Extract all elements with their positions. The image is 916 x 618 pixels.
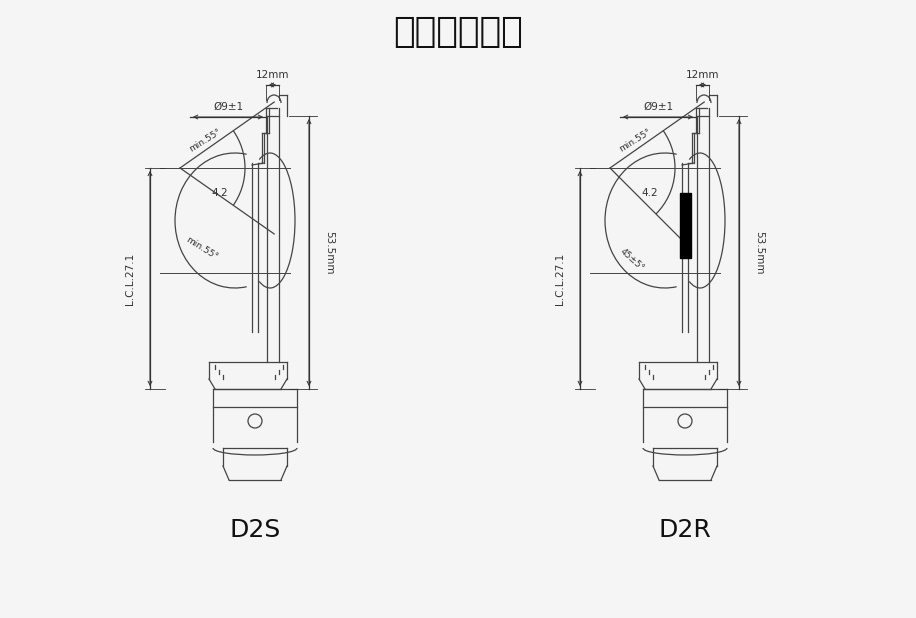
Text: 12mm: 12mm [686, 70, 719, 80]
Text: min.55°: min.55° [184, 235, 220, 261]
Text: 53.5mm: 53.5mm [324, 231, 334, 274]
Text: 12mm: 12mm [256, 70, 289, 80]
Text: D2R: D2R [659, 518, 712, 542]
Text: 4.2: 4.2 [642, 188, 659, 198]
Text: 4.2: 4.2 [212, 188, 228, 198]
Text: 45±5°: 45±5° [618, 247, 646, 273]
Text: 53.5mm: 53.5mm [754, 231, 764, 274]
Text: Ø9±1: Ø9±1 [213, 102, 243, 112]
Text: Ø9±1: Ø9±1 [643, 102, 673, 112]
Bar [680, 193, 691, 258]
Text: min.55°: min.55° [617, 127, 652, 153]
Text: L.C.L.27.1: L.C.L.27.1 [125, 252, 135, 305]
Text: バルブサイズ: バルブサイズ [393, 15, 523, 49]
Text: D2S: D2S [229, 518, 280, 542]
Text: L.C.L.27.1: L.C.L.27.1 [555, 252, 565, 305]
Text: min.55°: min.55° [188, 127, 223, 153]
